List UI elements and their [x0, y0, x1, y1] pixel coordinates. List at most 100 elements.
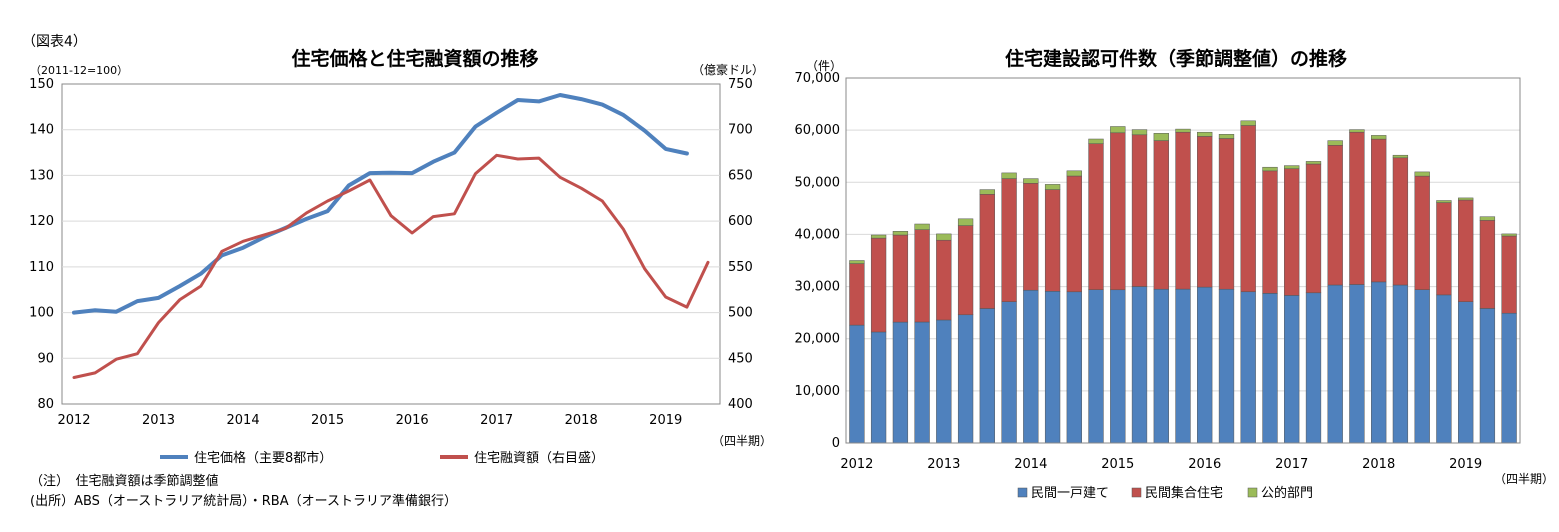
data-point — [411, 172, 413, 174]
y-tick-label: 10,000 — [795, 384, 841, 399]
data-point — [348, 184, 350, 187]
bar-segment-detached — [1501, 312, 1517, 444]
data-point — [474, 173, 477, 175]
bar-segment-multi-unit — [957, 225, 974, 316]
bar-segment-detached — [1436, 294, 1452, 444]
data-point — [559, 176, 561, 178]
bar-segment-multi-unit — [1197, 136, 1213, 288]
data-point — [369, 172, 371, 174]
bar-segment-detached — [1371, 281, 1387, 444]
bar-segment-multi-unit — [1088, 143, 1104, 290]
bar-segment-detached — [1066, 291, 1082, 444]
data-point — [601, 200, 603, 202]
bar-segment-multi-unit — [1436, 202, 1452, 296]
bar-segment-public — [936, 233, 952, 241]
data-point — [707, 261, 709, 263]
data-point — [179, 285, 181, 287]
y-tick-label-right: 400 — [728, 397, 753, 412]
data-point — [94, 372, 96, 374]
bar-segment-public — [979, 189, 995, 195]
legend-label: 公的部門 — [1261, 485, 1313, 501]
y-tick-label-left: 90 — [37, 351, 54, 366]
data-point — [200, 273, 202, 275]
bar-segment-public — [849, 260, 865, 264]
bar-segment-public — [1153, 133, 1169, 141]
bar-segment-multi-unit — [870, 237, 887, 333]
bar-segment-multi-unit — [1001, 178, 1017, 302]
legend-label: 住宅融資額（右目盛） — [474, 451, 604, 466]
x-tick-label: 2019 — [1449, 457, 1482, 472]
bar-segment-detached — [1349, 284, 1365, 444]
bar-segment-public — [1218, 134, 1235, 139]
data-point — [115, 311, 117, 313]
data-point — [136, 353, 138, 355]
data-point — [390, 215, 392, 217]
figure-label: （図表4） — [22, 34, 87, 50]
bar-segment-public — [1001, 172, 1017, 179]
x-tick-label: 2012 — [840, 457, 873, 472]
x-tick-label: 2015 — [311, 413, 344, 428]
data-point — [327, 200, 329, 202]
bar-segment-detached — [1262, 293, 1278, 444]
bar-segment-public — [1284, 165, 1300, 169]
bar-segment-multi-unit — [1131, 134, 1148, 287]
x-tick-label: 2017 — [480, 413, 513, 428]
housing-price-loan-chart: （図表4） 住宅価格と住宅融資額の推移 （2011-12=100） （億豪ドル）… — [22, 34, 772, 466]
data-point — [580, 98, 582, 100]
data-point — [136, 300, 138, 302]
legend-label: 住宅価格（主要8都市） — [194, 450, 332, 466]
y-tick-label-right: 600 — [728, 214, 753, 229]
y-tick-label: 20,000 — [795, 332, 841, 347]
data-point — [411, 232, 413, 234]
x-tick-label: 2018 — [1362, 457, 1395, 472]
bar-segment-public — [1023, 178, 1039, 184]
bar-segment-detached — [892, 321, 909, 444]
bar-segment-detached — [1479, 308, 1496, 444]
data-point — [580, 187, 582, 189]
data-point — [221, 254, 223, 257]
data-point — [157, 322, 160, 324]
source-line: (出所）ABS（オーストラリア統計局）・RBA（オーストラリア準備銀行） — [30, 494, 457, 509]
bar-segment-detached — [1240, 291, 1256, 444]
bar-segment-multi-unit — [1262, 170, 1278, 294]
bar-segment-public — [957, 218, 974, 226]
y-tick-label-right: 750 — [728, 77, 753, 92]
bar-segment-public — [892, 231, 909, 236]
data-point — [601, 103, 603, 106]
legend-swatch — [1131, 487, 1142, 498]
y-tick-label: 50,000 — [795, 175, 841, 190]
bar-segment-multi-unit — [892, 234, 909, 323]
chart2-x-unit: （四半期） — [1494, 472, 1554, 486]
chart1-left-unit: （2011-12=100） — [30, 64, 128, 77]
chart2-y-unit: （件） — [806, 59, 842, 73]
bar-segment-detached — [979, 308, 995, 444]
bar-segment-detached — [1044, 291, 1061, 444]
data-point — [242, 247, 244, 249]
data-point — [432, 161, 434, 163]
data-point — [263, 234, 265, 236]
bar-segment-public — [1262, 166, 1278, 172]
bar-segment-detached — [870, 331, 887, 444]
y-tick-label-right: 500 — [728, 306, 753, 321]
y-tick-label: 30,000 — [795, 280, 841, 295]
bar-segment-public — [1458, 197, 1474, 201]
bar-segment-multi-unit — [979, 194, 995, 309]
bar-segment-detached — [1197, 286, 1213, 444]
bar-segment-multi-unit — [1153, 140, 1169, 290]
data-point — [538, 157, 540, 159]
bar-segment-detached — [1131, 286, 1148, 444]
y-tick-label-left: 110 — [29, 260, 54, 275]
legend-swatch — [1017, 487, 1028, 498]
bar-segment-public — [1066, 170, 1082, 177]
data-point — [496, 154, 498, 156]
x-tick-label: 2016 — [396, 413, 429, 428]
data-point — [73, 376, 75, 379]
data-point — [221, 250, 223, 252]
data-point — [665, 296, 667, 298]
bar-segment-multi-unit — [1392, 157, 1409, 286]
bar-segment-multi-unit — [1066, 175, 1082, 293]
data-point — [453, 151, 455, 154]
y-tick-label-right: 700 — [728, 123, 753, 138]
y-tick-label-left: 140 — [29, 123, 54, 138]
y-tick-label-left: 100 — [29, 306, 54, 321]
